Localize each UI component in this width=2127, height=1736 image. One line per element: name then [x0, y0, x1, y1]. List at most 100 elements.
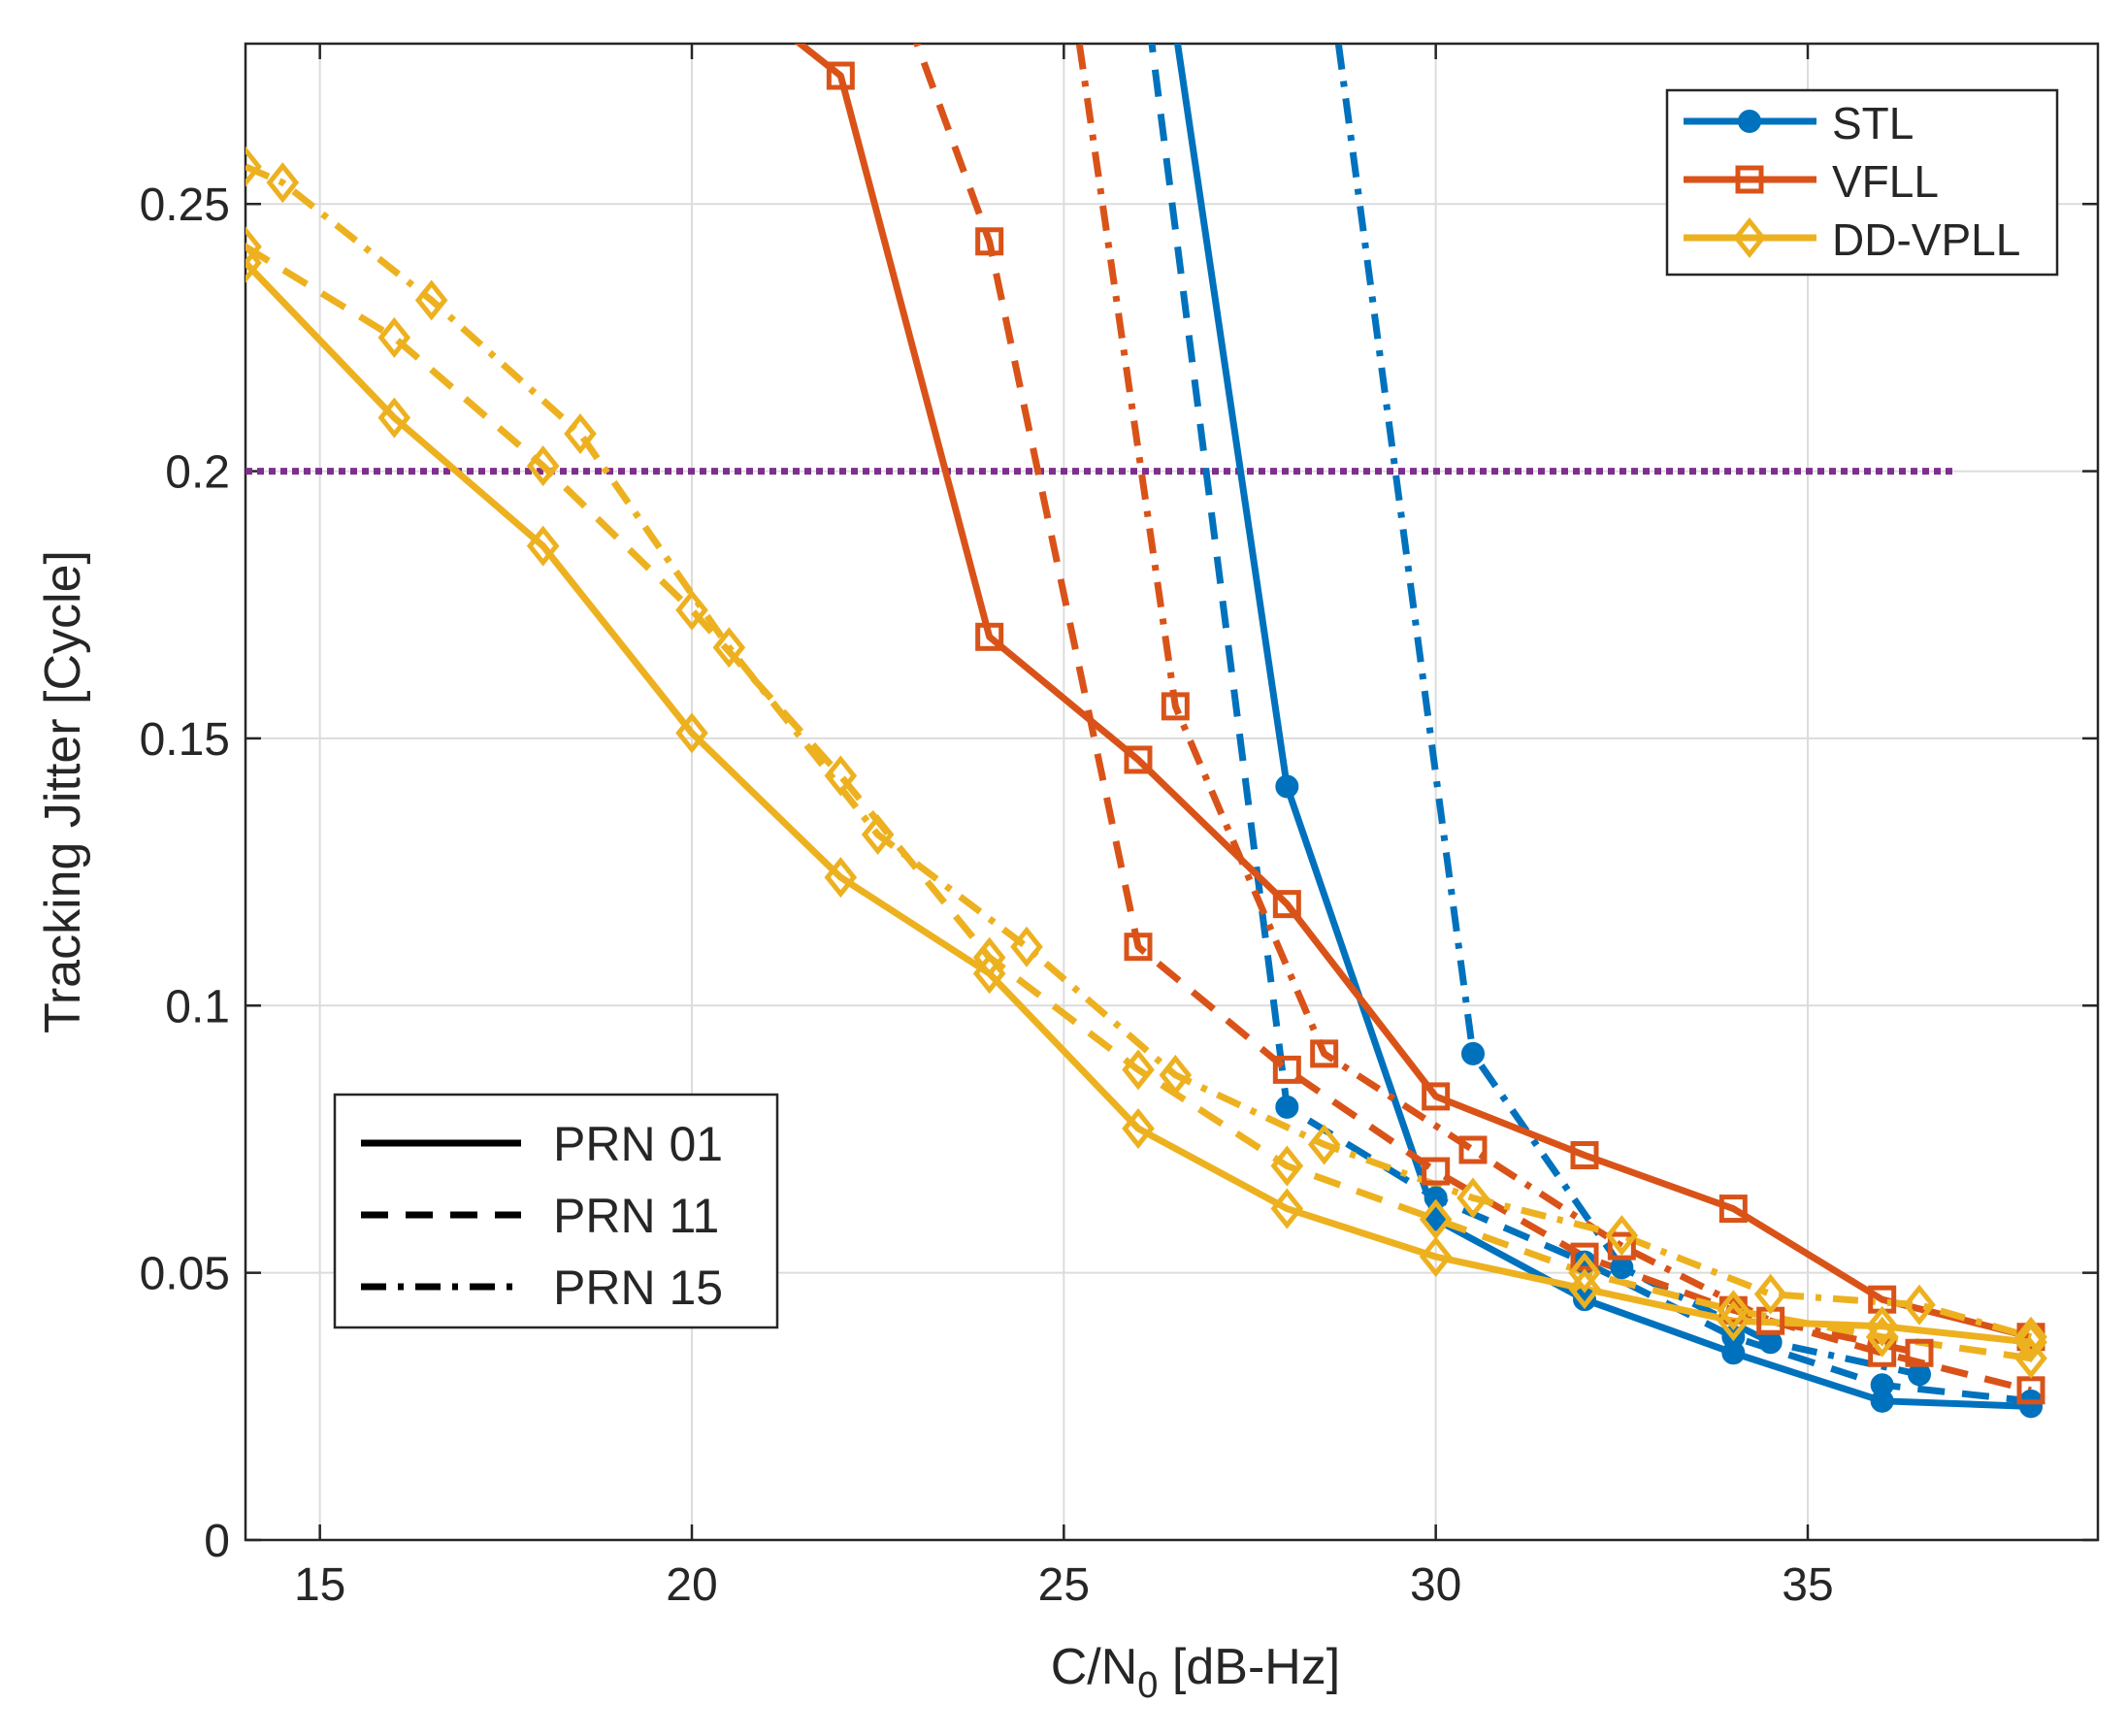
legend-marker-stl — [1738, 110, 1761, 133]
data-point-vfll — [1458, 1135, 1488, 1164]
data-point-dd-vpll — [675, 589, 708, 631]
data-point-vfll — [1124, 933, 1153, 962]
data-point-vfll — [1272, 890, 1301, 919]
x-axis-label-subscript: 0 — [1137, 1665, 1158, 1706]
data-point-dd-vpll — [266, 162, 300, 204]
legend-label-vfll: VFLL — [1832, 156, 1939, 207]
data-point-dd-vpll — [1307, 1124, 1341, 1165]
plot-frame — [244, 42, 2100, 1542]
data-point-dd-vpll — [526, 525, 560, 567]
data-point-dd-vpll — [526, 445, 560, 487]
data-point-vfll — [975, 622, 1004, 651]
data-point-stl — [1461, 1041, 1485, 1065]
data-point-dd-vpll — [1122, 1107, 1155, 1149]
data-point-dd-vpll — [377, 397, 411, 439]
x-tick-label: 35 — [1782, 1559, 1833, 1611]
data-point-vfll — [975, 227, 1004, 256]
x-axis-label-unit-text: [dB-Hz] — [1172, 1639, 1340, 1695]
data-point-vfll — [1124, 745, 1153, 774]
x-axis-label-main: C/N — [1051, 1639, 1138, 1695]
legend-prn-label: PRN 01 — [553, 1117, 723, 1171]
axes — [244, 42, 2100, 1542]
y-tick-label: 0.1 — [165, 981, 230, 1032]
data-point-vfll — [1718, 1195, 1748, 1224]
series-line-dd-vpll-dashdot — [245, 163, 2032, 1341]
data-point-vfll — [1570, 1242, 1599, 1271]
legend-prn-label: PRN 11 — [553, 1189, 719, 1243]
data-point-dd-vpll — [1717, 1290, 1751, 1331]
data-point-dd-vpll — [1865, 1316, 1899, 1358]
x-tick-label: 15 — [294, 1559, 345, 1611]
data-point-dd-vpll — [564, 413, 597, 455]
x-tick-label: 30 — [1410, 1559, 1461, 1611]
data-point-vfll — [2016, 1376, 2045, 1405]
data-point-vfll — [826, 61, 855, 90]
data-point-dd-vpll — [2014, 1316, 2047, 1358]
data-point-dd-vpll — [972, 936, 1006, 978]
series-line-vfll-solid — [794, 44, 2032, 1341]
y-axis-label: Tracking Jitter [Cycle] — [35, 550, 91, 1033]
data-point-dd-vpll — [1270, 1145, 1304, 1187]
data-point-dd-vpll — [1456, 1177, 1489, 1219]
legend-methods: STL VFLL DD-VPLL — [1665, 88, 2059, 277]
y-tick-label: 0.05 — [140, 1249, 230, 1300]
data-point-vfll — [1422, 1157, 1451, 1186]
data-point-dd-vpll — [1903, 1284, 1936, 1326]
y-tick-label: 0 — [204, 1516, 230, 1567]
data-point-vfll — [1607, 1231, 1636, 1261]
legend-prn-label: PRN 15 — [553, 1261, 723, 1315]
data-point-dd-vpll — [1568, 1268, 1601, 1310]
data-point-dd-vpll — [1419, 1236, 1453, 1278]
data-point-dd-vpll — [1159, 1054, 1193, 1096]
tick-labels: 15 20 25 30 35 0 0.05 0.1 0.15 0.2 0.25 — [140, 180, 1834, 1611]
y-tick-label: 0.15 — [140, 714, 230, 766]
data-point-dd-vpll — [245, 242, 262, 283]
series-line-vfll-dashdot — [1075, 44, 1920, 1357]
data-point-vfll — [1422, 1082, 1451, 1111]
data-point-vfll — [1161, 692, 1190, 721]
data-point-dd-vpll — [824, 755, 858, 797]
data-point-dd-vpll — [245, 226, 262, 268]
data-point-dd-vpll — [1270, 1188, 1304, 1229]
legend-marker-dd-vpll — [1733, 216, 1766, 259]
data-point-dd-vpll — [377, 316, 411, 358]
data-point-dd-vpll — [1419, 1198, 1453, 1240]
series-line-dd-vpll-dashed — [245, 244, 2032, 1362]
data-point-stl — [1275, 774, 1299, 799]
legend-marker-vfll — [1735, 165, 1764, 194]
data-point-dd-vpll — [245, 146, 262, 187]
markers-layer — [245, 61, 2047, 1419]
data-point-dd-vpll — [712, 627, 746, 669]
data-point-vfll — [1570, 1140, 1599, 1169]
x-axis-label-unit — [1158, 1639, 1171, 1695]
data-point-dd-vpll — [1568, 1252, 1601, 1294]
data-point-dd-vpll — [675, 712, 708, 754]
data-point-dd-vpll — [861, 814, 895, 856]
y-tick-label: 0.25 — [140, 180, 230, 231]
legend-label-stl: STL — [1832, 98, 1914, 148]
data-point-stl — [1275, 1095, 1299, 1119]
legend-prn: PRN 01 PRN 11 PRN 15 — [333, 1093, 779, 1329]
series-line-vfll-dashed — [913, 44, 2032, 1394]
x-tick-label: 20 — [666, 1559, 717, 1611]
data-point-stl — [1423, 1186, 1448, 1210]
data-point-dd-vpll — [2014, 1337, 2047, 1379]
data-point-dd-vpll — [1122, 1049, 1155, 1091]
data-point-dd-vpll — [1010, 926, 1043, 967]
data-point-dd-vpll — [1865, 1305, 1899, 1347]
y-tick-label: 0.2 — [165, 447, 230, 499]
data-point-dd-vpll — [824, 857, 858, 899]
data-point-dd-vpll — [1753, 1273, 1787, 1315]
data-point-dd-vpll — [414, 279, 448, 321]
data-point-vfll — [1272, 1055, 1301, 1084]
data-point-vfll — [1310, 1039, 1339, 1068]
data-point-dd-vpll — [2014, 1322, 2047, 1363]
x-axis-label: C/N0 [dB-Hz] — [1051, 1639, 1341, 1706]
legend-prn-box — [333, 1093, 779, 1329]
data-point-stl — [1870, 1373, 1894, 1397]
legend-label-dd-vpll: DD-VPLL — [1832, 214, 2020, 265]
data-point-vfll — [1905, 1338, 1934, 1367]
data-point-dd-vpll — [1605, 1215, 1639, 1257]
data-point-dd-vpll — [972, 953, 1006, 995]
